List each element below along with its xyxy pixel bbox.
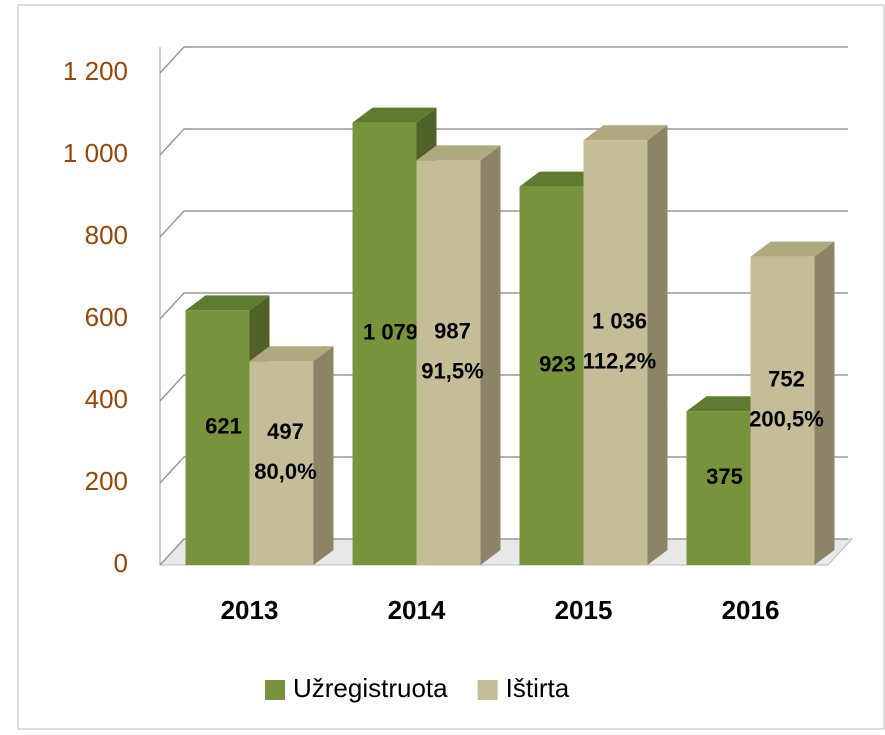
ratio-label: 112,2% <box>583 348 656 373</box>
bar-front <box>185 310 250 565</box>
data-label: 1 079 <box>363 320 418 345</box>
bar-top <box>519 171 604 187</box>
data-label: 1 036 <box>592 308 647 333</box>
bar-top <box>185 295 270 311</box>
y-tick-label: 200 <box>85 466 128 496</box>
data-label: 621 <box>205 414 242 439</box>
bar-side <box>647 125 668 566</box>
bar <box>750 241 835 565</box>
bar-front <box>583 140 648 566</box>
bar-front <box>249 361 314 565</box>
bar-top <box>352 107 437 123</box>
y-tick-label: 1 000 <box>63 138 128 168</box>
y-tick-label: 400 <box>85 384 128 414</box>
y-tick-label: 1 200 <box>63 56 128 86</box>
bar-side <box>814 241 835 565</box>
data-label: 375 <box>706 464 743 489</box>
legend-label: Ištirta <box>506 673 570 703</box>
y-tick-label: 800 <box>85 220 128 250</box>
bar-top <box>686 396 771 412</box>
bar-side <box>313 346 334 565</box>
data-label: 923 <box>539 352 576 377</box>
bar-top <box>249 346 334 362</box>
x-tick-label: 2013 <box>221 595 279 625</box>
y-tick-label: 0 <box>114 548 128 578</box>
ratio-label: 91,5% <box>421 358 483 383</box>
data-label: 987 <box>434 318 471 343</box>
ratio-label: 80,0% <box>254 459 316 484</box>
bar-front <box>416 160 481 565</box>
bar-top <box>750 241 835 257</box>
bar <box>416 145 501 565</box>
bar-front <box>686 411 751 565</box>
bar-front <box>352 122 417 566</box>
bar <box>583 125 668 566</box>
bar-top <box>416 145 501 161</box>
x-tick-label: 2014 <box>388 595 446 625</box>
x-tick-label: 2015 <box>555 595 613 625</box>
data-label: 752 <box>768 367 805 392</box>
grid-line <box>159 46 848 74</box>
data-label: 497 <box>267 419 304 444</box>
ratio-label: 200,5% <box>749 407 824 432</box>
x-tick-label: 2016 <box>722 595 780 625</box>
bar <box>249 346 334 565</box>
bar-side <box>480 145 501 565</box>
bar-front <box>750 256 815 565</box>
legend-swatch <box>265 680 285 700</box>
y-tick-label: 600 <box>85 302 128 332</box>
bar-top <box>583 125 668 141</box>
bar-front <box>519 186 584 565</box>
legend-label: Užregistruota <box>293 673 448 703</box>
legend-swatch <box>477 680 498 700</box>
